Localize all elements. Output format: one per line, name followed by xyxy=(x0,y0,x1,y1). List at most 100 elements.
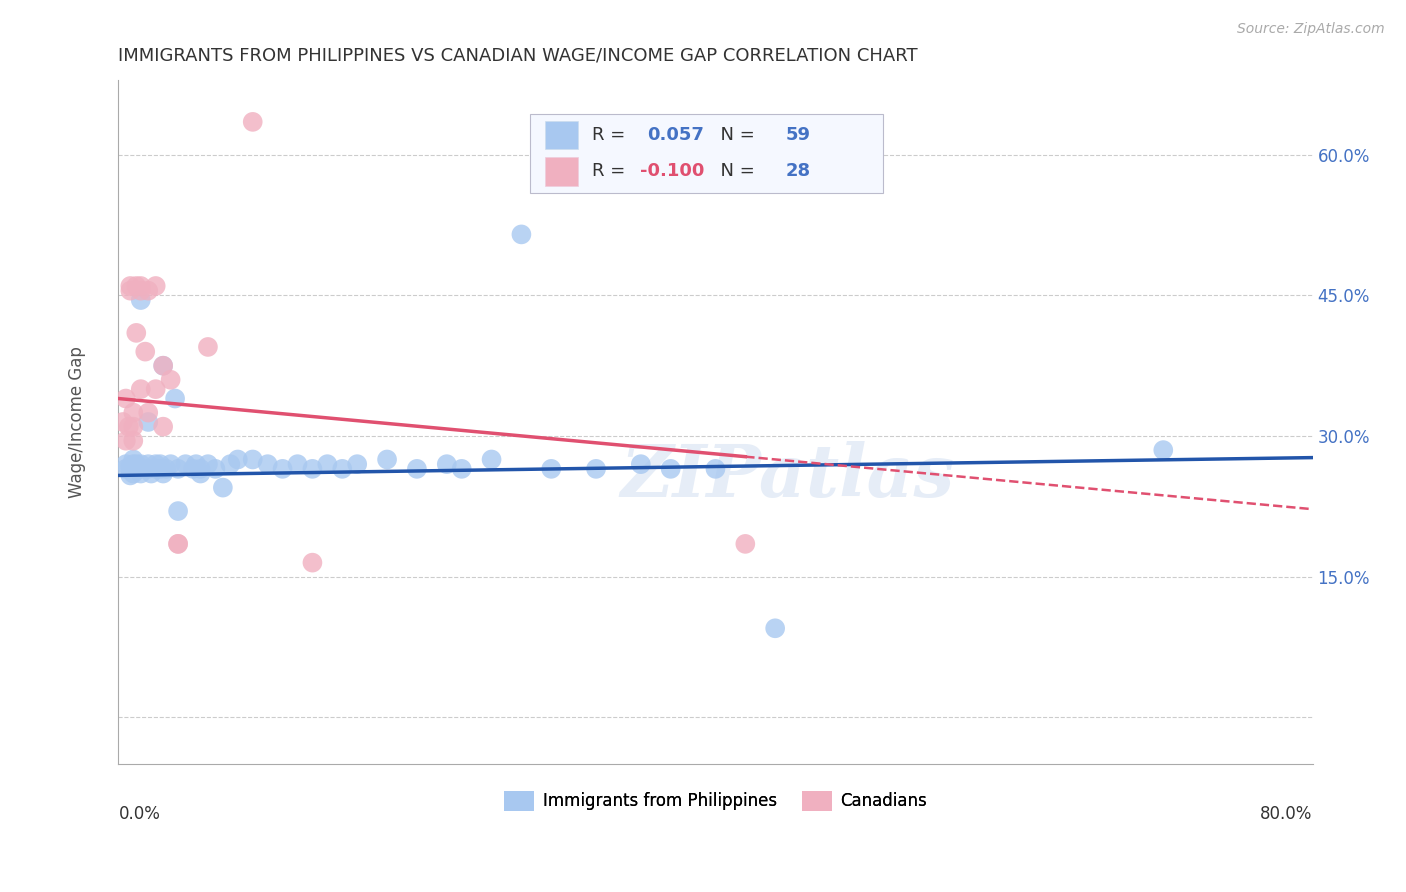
Point xyxy=(120,468,142,483)
Point xyxy=(630,457,652,471)
Point xyxy=(450,462,472,476)
Point xyxy=(120,284,142,298)
Point xyxy=(585,462,607,476)
Point xyxy=(436,457,458,471)
Point xyxy=(181,462,204,476)
Point xyxy=(136,415,159,429)
Point xyxy=(242,452,264,467)
Point xyxy=(129,284,152,298)
Text: 28: 28 xyxy=(786,162,811,180)
Point xyxy=(136,406,159,420)
Point xyxy=(197,340,219,354)
Point xyxy=(122,457,145,471)
Point xyxy=(184,457,207,471)
Text: 0.0%: 0.0% xyxy=(118,805,160,823)
Point xyxy=(115,434,138,448)
Point xyxy=(219,457,242,471)
Point xyxy=(115,392,138,406)
Point xyxy=(122,406,145,420)
Point xyxy=(481,452,503,467)
Point xyxy=(129,293,152,307)
Text: R =: R = xyxy=(592,162,631,180)
Point xyxy=(159,373,181,387)
Bar xyxy=(544,157,578,186)
Point xyxy=(204,462,226,476)
Point xyxy=(375,452,398,467)
Text: ZIPatlas: ZIPatlas xyxy=(620,442,955,512)
Text: 59: 59 xyxy=(786,126,811,145)
Point xyxy=(152,419,174,434)
Point xyxy=(190,467,212,481)
Point xyxy=(115,457,138,471)
Legend: Immigrants from Philippines, Canadians: Immigrants from Philippines, Canadians xyxy=(498,784,934,818)
Point xyxy=(155,462,177,476)
Text: 0.057: 0.057 xyxy=(647,126,704,145)
Text: Wage/Income Gap: Wage/Income Gap xyxy=(67,346,86,498)
Point xyxy=(763,621,786,635)
Point xyxy=(122,434,145,448)
Point xyxy=(149,462,172,476)
Point xyxy=(136,284,159,298)
Text: 80.0%: 80.0% xyxy=(1260,805,1313,823)
Point xyxy=(129,382,152,396)
Text: -0.100: -0.100 xyxy=(640,162,704,180)
Point xyxy=(301,556,323,570)
Text: IMMIGRANTS FROM PHILIPPINES VS CANADIAN WAGE/INCOME GAP CORRELATION CHART: IMMIGRANTS FROM PHILIPPINES VS CANADIAN … xyxy=(118,46,918,64)
Point xyxy=(120,458,142,473)
Point xyxy=(129,279,152,293)
Point xyxy=(120,279,142,293)
Point xyxy=(346,457,368,471)
Point xyxy=(301,462,323,476)
Point xyxy=(540,462,562,476)
Point xyxy=(152,359,174,373)
Point xyxy=(122,452,145,467)
Point xyxy=(111,415,134,429)
Bar xyxy=(544,120,578,150)
Text: R =: R = xyxy=(592,126,637,145)
Point xyxy=(122,467,145,481)
Point xyxy=(510,227,533,242)
Point xyxy=(141,467,163,481)
Point xyxy=(167,537,190,551)
Point xyxy=(287,457,309,471)
Point xyxy=(145,457,167,471)
Point xyxy=(115,462,138,476)
Point xyxy=(125,279,148,293)
Point xyxy=(330,462,353,476)
Point xyxy=(125,457,148,471)
Point xyxy=(129,462,152,476)
Point xyxy=(174,457,197,471)
Point xyxy=(129,457,152,471)
Point xyxy=(136,462,159,476)
Point xyxy=(226,452,249,467)
Point xyxy=(165,392,187,406)
Point xyxy=(406,462,429,476)
Point xyxy=(190,462,212,476)
Point xyxy=(167,462,190,476)
FancyBboxPatch shape xyxy=(530,114,883,193)
Point xyxy=(167,504,190,518)
Point xyxy=(212,481,235,495)
Point xyxy=(145,462,167,476)
Point xyxy=(145,279,167,293)
Point xyxy=(197,457,219,471)
Point xyxy=(134,344,156,359)
Point xyxy=(256,457,278,471)
Point xyxy=(149,457,172,471)
Point xyxy=(159,457,181,471)
Point xyxy=(125,326,148,340)
Point xyxy=(136,457,159,471)
Text: N =: N = xyxy=(710,126,761,145)
Point xyxy=(734,537,756,551)
Point xyxy=(152,467,174,481)
Point xyxy=(659,462,682,476)
Point xyxy=(122,419,145,434)
Point xyxy=(271,462,294,476)
Point xyxy=(1152,443,1174,458)
Point xyxy=(316,457,339,471)
Point xyxy=(167,537,190,551)
Point xyxy=(125,462,148,476)
Point xyxy=(129,467,152,481)
Point xyxy=(145,382,167,396)
Point xyxy=(242,115,264,129)
